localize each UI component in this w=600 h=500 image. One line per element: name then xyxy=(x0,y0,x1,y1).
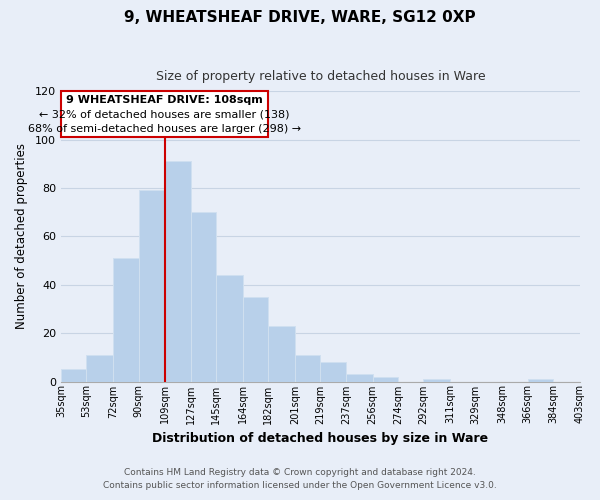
Bar xyxy=(139,190,166,382)
Bar xyxy=(373,376,398,382)
Text: 9, WHEATSHEAF DRIVE, WARE, SG12 0XP: 9, WHEATSHEAF DRIVE, WARE, SG12 0XP xyxy=(124,10,476,25)
Y-axis label: Number of detached properties: Number of detached properties xyxy=(15,144,28,330)
Bar xyxy=(295,355,320,382)
Text: Contains HM Land Registry data © Crown copyright and database right 2024.
Contai: Contains HM Land Registry data © Crown c… xyxy=(103,468,497,490)
Bar xyxy=(61,91,268,137)
Bar xyxy=(166,162,191,382)
Bar xyxy=(113,258,139,382)
Bar xyxy=(61,370,86,382)
Bar xyxy=(216,275,243,382)
Bar xyxy=(346,374,373,382)
Bar xyxy=(86,355,113,382)
Text: ← 32% of detached houses are smaller (138): ← 32% of detached houses are smaller (13… xyxy=(40,110,290,120)
Title: Size of property relative to detached houses in Ware: Size of property relative to detached ho… xyxy=(155,70,485,83)
X-axis label: Distribution of detached houses by size in Ware: Distribution of detached houses by size … xyxy=(152,432,488,445)
Bar xyxy=(268,326,295,382)
Bar xyxy=(528,379,553,382)
Bar xyxy=(191,212,216,382)
Text: 9 WHEATSHEAF DRIVE: 108sqm: 9 WHEATSHEAF DRIVE: 108sqm xyxy=(66,94,263,104)
Bar xyxy=(424,379,450,382)
Text: 68% of semi-detached houses are larger (298) →: 68% of semi-detached houses are larger (… xyxy=(28,124,301,134)
Bar xyxy=(243,297,268,382)
Bar xyxy=(320,362,346,382)
